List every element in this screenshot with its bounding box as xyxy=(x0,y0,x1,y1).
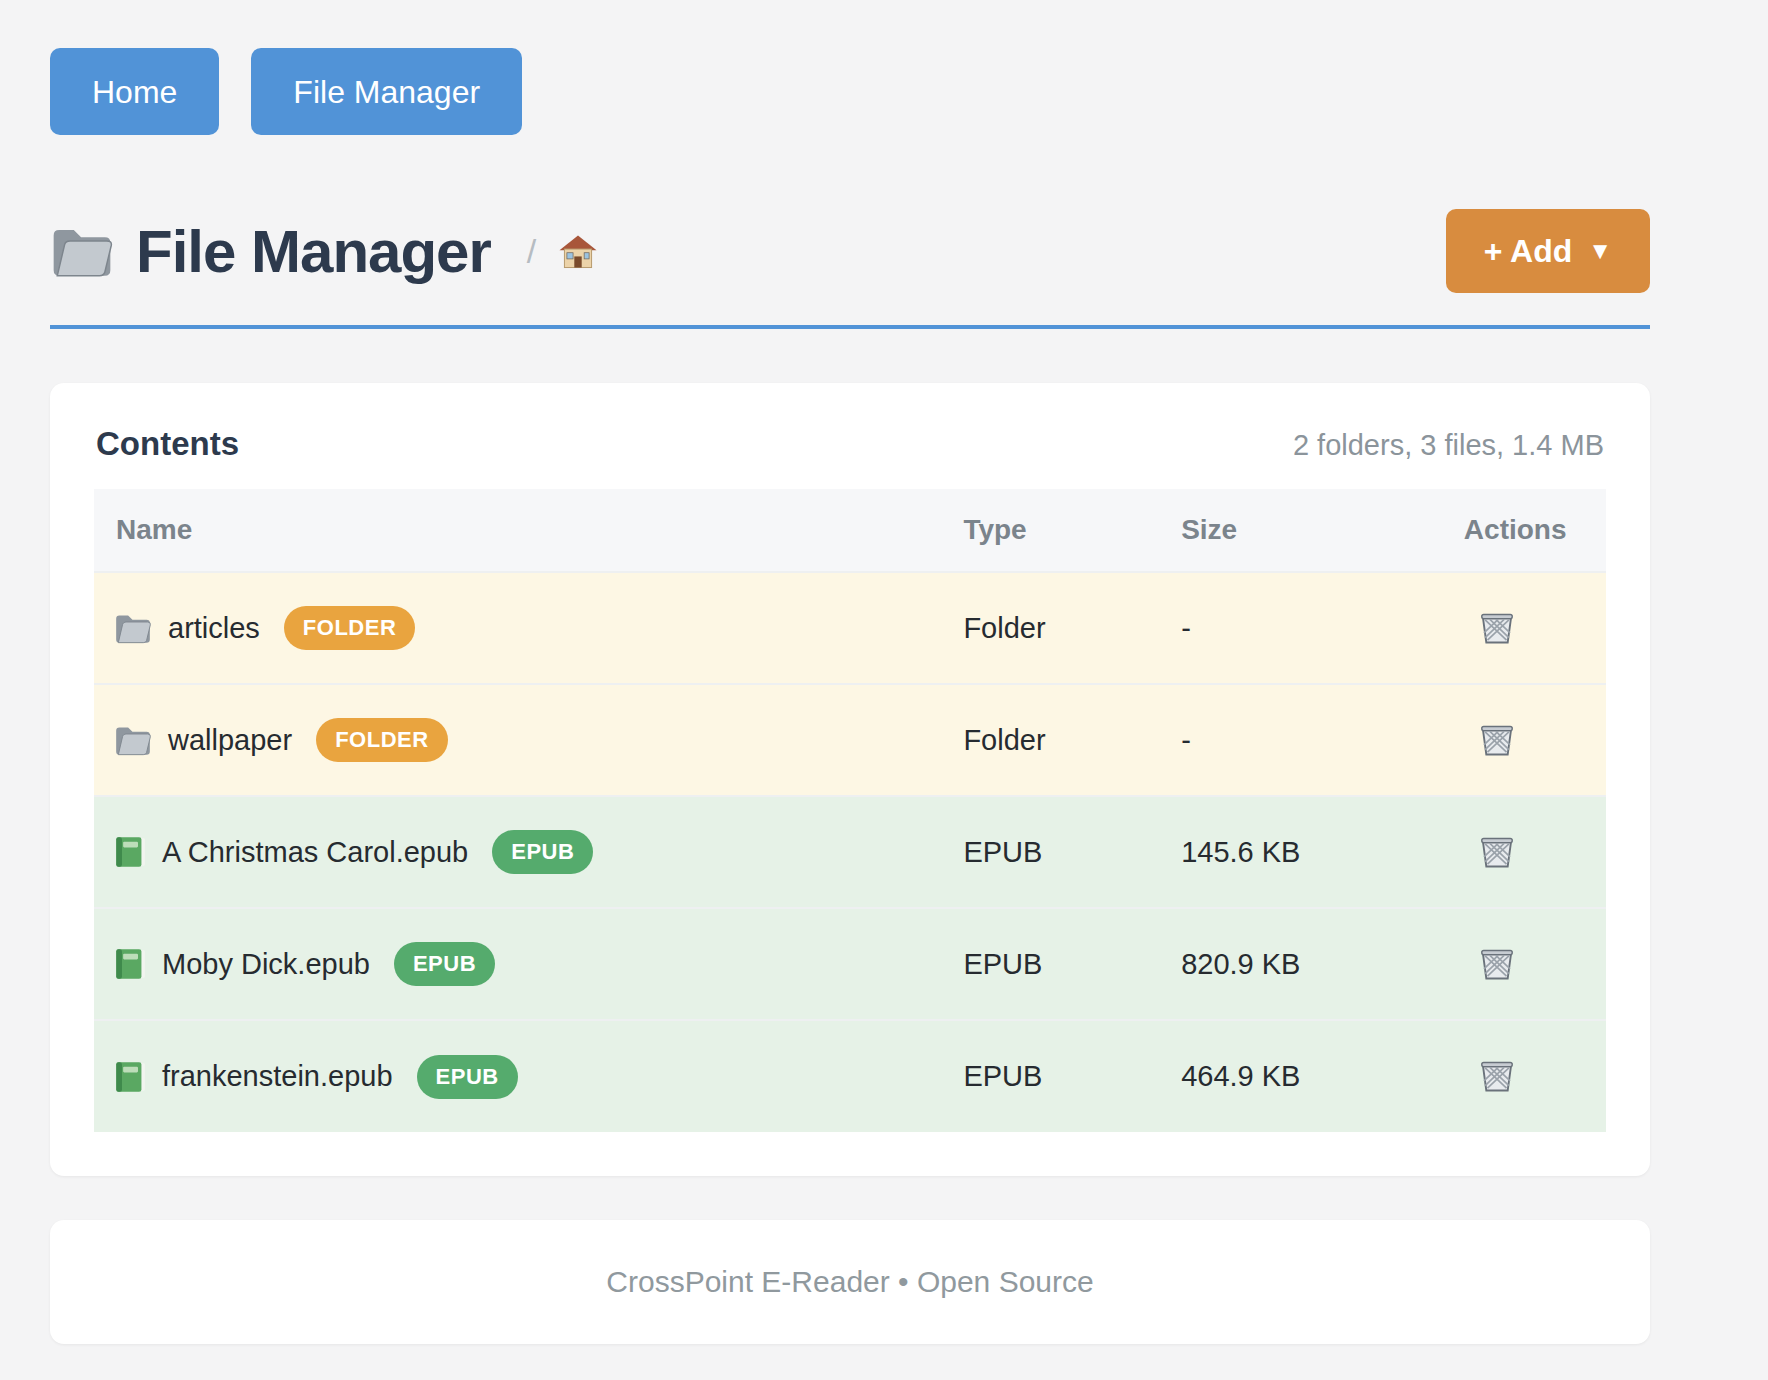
title-wrap: File Manager / xyxy=(50,217,598,286)
file-name-cell[interactable]: Moby Dick.epub EPUB xyxy=(94,942,963,986)
file-type: Folder xyxy=(963,684,1181,796)
breadcrumb-separator: / xyxy=(527,232,536,271)
file-name[interactable]: A Christmas Carol.epub xyxy=(162,836,468,869)
trash-icon xyxy=(1478,719,1516,759)
file-size: - xyxy=(1181,684,1464,796)
file-table: Name Type Size Actions articles FOLDER F… xyxy=(94,489,1606,1132)
column-header-name: Name xyxy=(94,489,963,572)
type-badge: EPUB xyxy=(492,830,593,874)
column-header-actions: Actions xyxy=(1464,489,1606,572)
contents-summary: 2 folders, 3 files, 1.4 MB xyxy=(1293,429,1604,462)
footer-card: CrossPoint E-Reader • Open Source xyxy=(50,1220,1650,1344)
delete-button[interactable] xyxy=(1464,1055,1516,1098)
page: Home File Manager File Manager / + Add ▼… xyxy=(50,0,1650,1344)
table-row: frankenstein.epub EPUB EPUB 464.9 KB xyxy=(94,1020,1606,1132)
header-divider xyxy=(50,325,1650,329)
table-row: articles FOLDER Folder - xyxy=(94,572,1606,684)
contents-card-header: Contents 2 folders, 3 files, 1.4 MB xyxy=(94,425,1606,489)
delete-button[interactable] xyxy=(1464,607,1516,650)
file-table-head: Name Type Size Actions xyxy=(94,489,1606,572)
column-header-type: Type xyxy=(963,489,1181,572)
delete-button[interactable] xyxy=(1464,943,1516,986)
trash-icon xyxy=(1478,607,1516,647)
file-size: 464.9 KB xyxy=(1181,1020,1464,1132)
book-icon xyxy=(114,834,146,870)
type-badge: FOLDER xyxy=(316,718,447,762)
page-title: File Manager xyxy=(136,217,491,286)
footer-text: CrossPoint E-Reader • Open Source xyxy=(606,1265,1093,1299)
delete-button[interactable] xyxy=(1464,719,1516,762)
table-row: wallpaper FOLDER Folder - xyxy=(94,684,1606,796)
contents-title: Contents xyxy=(96,425,239,463)
trash-icon xyxy=(1478,831,1516,871)
page-header: File Manager / + Add ▼ xyxy=(50,209,1650,293)
file-name[interactable]: frankenstein.epub xyxy=(162,1060,393,1093)
file-name-cell[interactable]: A Christmas Carol.epub EPUB xyxy=(94,830,963,874)
file-name[interactable]: wallpaper xyxy=(168,724,292,757)
file-type: Folder xyxy=(963,572,1181,684)
type-badge: EPUB xyxy=(394,942,495,986)
add-button[interactable]: + Add ▼ xyxy=(1446,209,1650,293)
column-header-size: Size xyxy=(1181,489,1464,572)
type-badge: EPUB xyxy=(417,1055,518,1099)
contents-card: Contents 2 folders, 3 files, 1.4 MB Name… xyxy=(50,383,1650,1176)
folder-icon xyxy=(114,611,152,645)
house-icon[interactable] xyxy=(558,233,598,270)
file-table-body: articles FOLDER Folder - wallpaper FOLDE… xyxy=(94,572,1606,1132)
type-badge: FOLDER xyxy=(284,606,415,650)
delete-button[interactable] xyxy=(1464,831,1516,874)
breadcrumb-nav: Home File Manager xyxy=(50,48,1650,135)
nav-button-home[interactable]: Home xyxy=(50,48,219,135)
file-name[interactable]: Moby Dick.epub xyxy=(162,948,370,981)
book-icon xyxy=(114,1059,146,1095)
table-row: Moby Dick.epub EPUB EPUB 820.9 KB xyxy=(94,908,1606,1020)
trash-icon xyxy=(1478,943,1516,983)
file-size: 145.6 KB xyxy=(1181,796,1464,908)
file-size: 820.9 KB xyxy=(1181,908,1464,1020)
trash-icon xyxy=(1478,1055,1516,1095)
file-type: EPUB xyxy=(963,796,1181,908)
book-icon xyxy=(114,946,146,982)
file-size: - xyxy=(1181,572,1464,684)
chevron-down-icon: ▼ xyxy=(1588,239,1612,263)
file-type: EPUB xyxy=(963,908,1181,1020)
table-row: A Christmas Carol.epub EPUB EPUB 145.6 K… xyxy=(94,796,1606,908)
file-name[interactable]: articles xyxy=(168,612,260,645)
add-button-label: + Add xyxy=(1484,235,1573,267)
file-name-cell[interactable]: frankenstein.epub EPUB xyxy=(94,1055,963,1099)
nav-button-file-manager[interactable]: File Manager xyxy=(251,48,522,135)
file-name-cell[interactable]: wallpaper FOLDER xyxy=(94,718,963,762)
folder-icon xyxy=(114,723,152,757)
folder-icon xyxy=(50,222,114,280)
file-name-cell[interactable]: articles FOLDER xyxy=(94,606,963,650)
file-type: EPUB xyxy=(963,1020,1181,1132)
